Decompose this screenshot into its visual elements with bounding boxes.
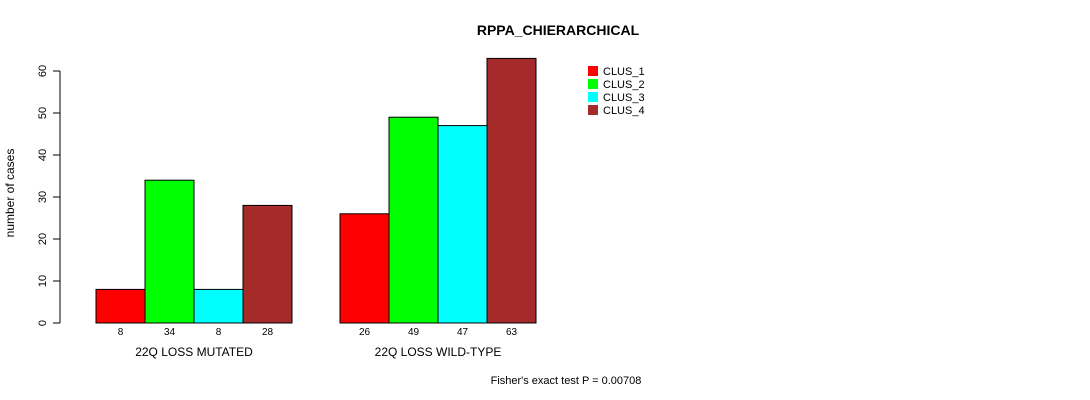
- category-label: 22Q LOSS WILD-TYPE: [375, 345, 502, 359]
- y-tick-label: 60: [37, 65, 49, 77]
- bar: [242, 204, 293, 324]
- legend-label: CLUS_2: [603, 79, 645, 91]
- bar-count-label: 63: [506, 327, 518, 338]
- bar: [388, 116, 439, 324]
- bar-count-label: 47: [457, 327, 469, 338]
- bar-count-label: 26: [359, 327, 371, 338]
- bar-count-label: 34: [164, 327, 176, 338]
- count-labels-group: 8 34 8 28 26 49 47 63: [118, 327, 518, 338]
- bars-group: [95, 57, 537, 324]
- bar: [437, 125, 488, 324]
- fisher-test-footnote: Fisher's exact test P = 0.00708: [491, 375, 642, 387]
- y-tick-label: 30: [37, 191, 49, 203]
- legend-swatch: [588, 66, 598, 76]
- bar-count-label: 28: [262, 327, 274, 338]
- y-tick-label: 50: [37, 107, 49, 119]
- category-labels-group: 22Q LOSS MUTATED 22Q LOSS WILD-TYPE: [135, 345, 501, 359]
- y-tick-label: 0: [37, 320, 49, 326]
- y-axis: 0 10 20 30 40 50 60: [37, 65, 61, 326]
- bar-count-label: 8: [216, 327, 222, 338]
- bar-count-label: 8: [118, 327, 124, 338]
- category-label: 22Q LOSS MUTATED: [135, 345, 253, 359]
- legend-label: CLUS_1: [603, 66, 645, 78]
- legend-label: CLUS_3: [603, 92, 645, 104]
- bar: [339, 213, 390, 324]
- bar: [95, 288, 146, 324]
- legend-swatch: [588, 79, 598, 89]
- chart-title: RPPA_CHIERARCHICAL: [477, 22, 640, 38]
- y-tick-label: 10: [37, 275, 49, 287]
- legend-swatch: [588, 92, 598, 102]
- bar: [193, 288, 244, 324]
- legend-label: CLUS_4: [603, 105, 645, 117]
- y-tick-label: 20: [37, 233, 49, 245]
- bar: [486, 57, 537, 324]
- bar-count-label: 49: [408, 327, 420, 338]
- bar: [144, 179, 195, 324]
- legend-swatch: [588, 105, 598, 115]
- y-axis-label: number of cases: [3, 149, 17, 238]
- y-tick-label: 40: [37, 149, 49, 161]
